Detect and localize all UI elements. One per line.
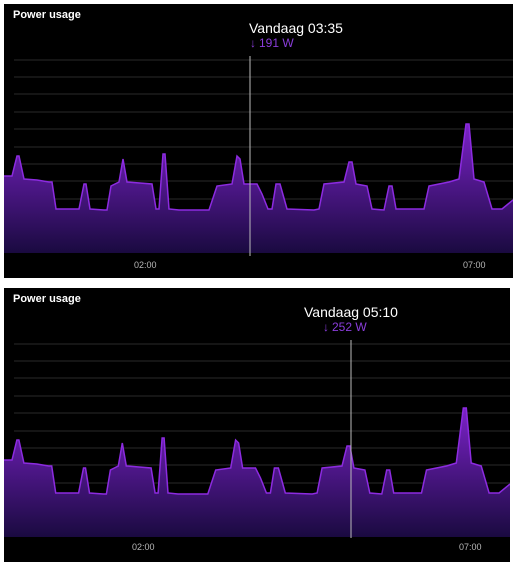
tooltip-time: Vandaag 03:35 xyxy=(249,20,343,36)
power-usage-chart[interactable] xyxy=(4,288,510,562)
arrow-down-icon: ↓ xyxy=(323,320,329,334)
x-axis-tick: 07:00 xyxy=(463,260,486,270)
card-title: Power usage xyxy=(13,9,81,21)
tooltip-value-row: ↓ 191 W xyxy=(250,36,343,50)
x-axis-tick: 02:00 xyxy=(132,542,155,552)
arrow-down-icon: ↓ xyxy=(250,36,256,50)
power-usage-card: Power usage Vandaag 05:10 ↓ 252 W 02:00 0… xyxy=(4,288,510,562)
tooltip-time: Vandaag 05:10 xyxy=(304,304,398,320)
tooltip-value: 191 W xyxy=(259,36,294,50)
power-usage-card: Power usage Vandaag 03:35 ↓ 191 W 02:00 0… xyxy=(4,4,513,278)
power-usage-chart[interactable] xyxy=(4,4,513,278)
tooltip-value: 252 W xyxy=(332,320,367,334)
hover-tooltip: Vandaag 03:35 ↓ 191 W xyxy=(249,20,343,50)
x-axis-tick: 02:00 xyxy=(134,260,157,270)
x-axis-tick: 07:00 xyxy=(459,542,482,552)
card-title: Power usage xyxy=(13,293,81,305)
tooltip-value-row: ↓ 252 W xyxy=(323,320,398,334)
hover-tooltip: Vandaag 05:10 ↓ 252 W xyxy=(304,304,398,334)
power-series-line xyxy=(4,407,510,495)
power-series-line xyxy=(4,123,513,211)
